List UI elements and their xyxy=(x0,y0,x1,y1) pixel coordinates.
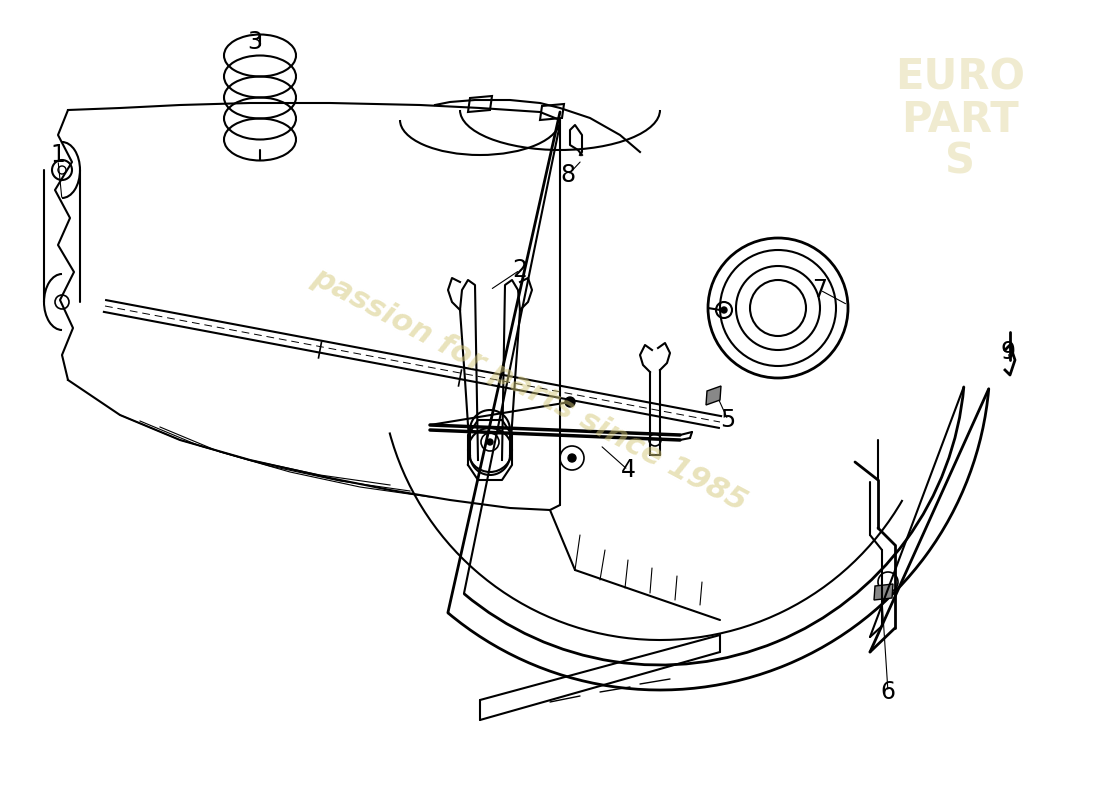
Polygon shape xyxy=(706,386,721,405)
Circle shape xyxy=(568,454,576,462)
Circle shape xyxy=(565,397,575,407)
Text: 3: 3 xyxy=(248,30,263,54)
Text: 1: 1 xyxy=(51,143,65,167)
Text: 5: 5 xyxy=(720,408,736,432)
Polygon shape xyxy=(874,584,893,600)
Text: 4: 4 xyxy=(620,458,636,482)
Text: 8: 8 xyxy=(560,163,575,187)
Text: passion for parts since 1985: passion for parts since 1985 xyxy=(308,262,752,518)
Circle shape xyxy=(720,307,727,313)
Text: 2: 2 xyxy=(513,258,528,282)
Text: 9: 9 xyxy=(1001,340,1015,364)
Text: 7: 7 xyxy=(813,278,827,302)
Text: 6: 6 xyxy=(880,680,895,704)
Text: EURO
PART
S: EURO PART S xyxy=(895,57,1025,183)
Circle shape xyxy=(487,439,493,445)
